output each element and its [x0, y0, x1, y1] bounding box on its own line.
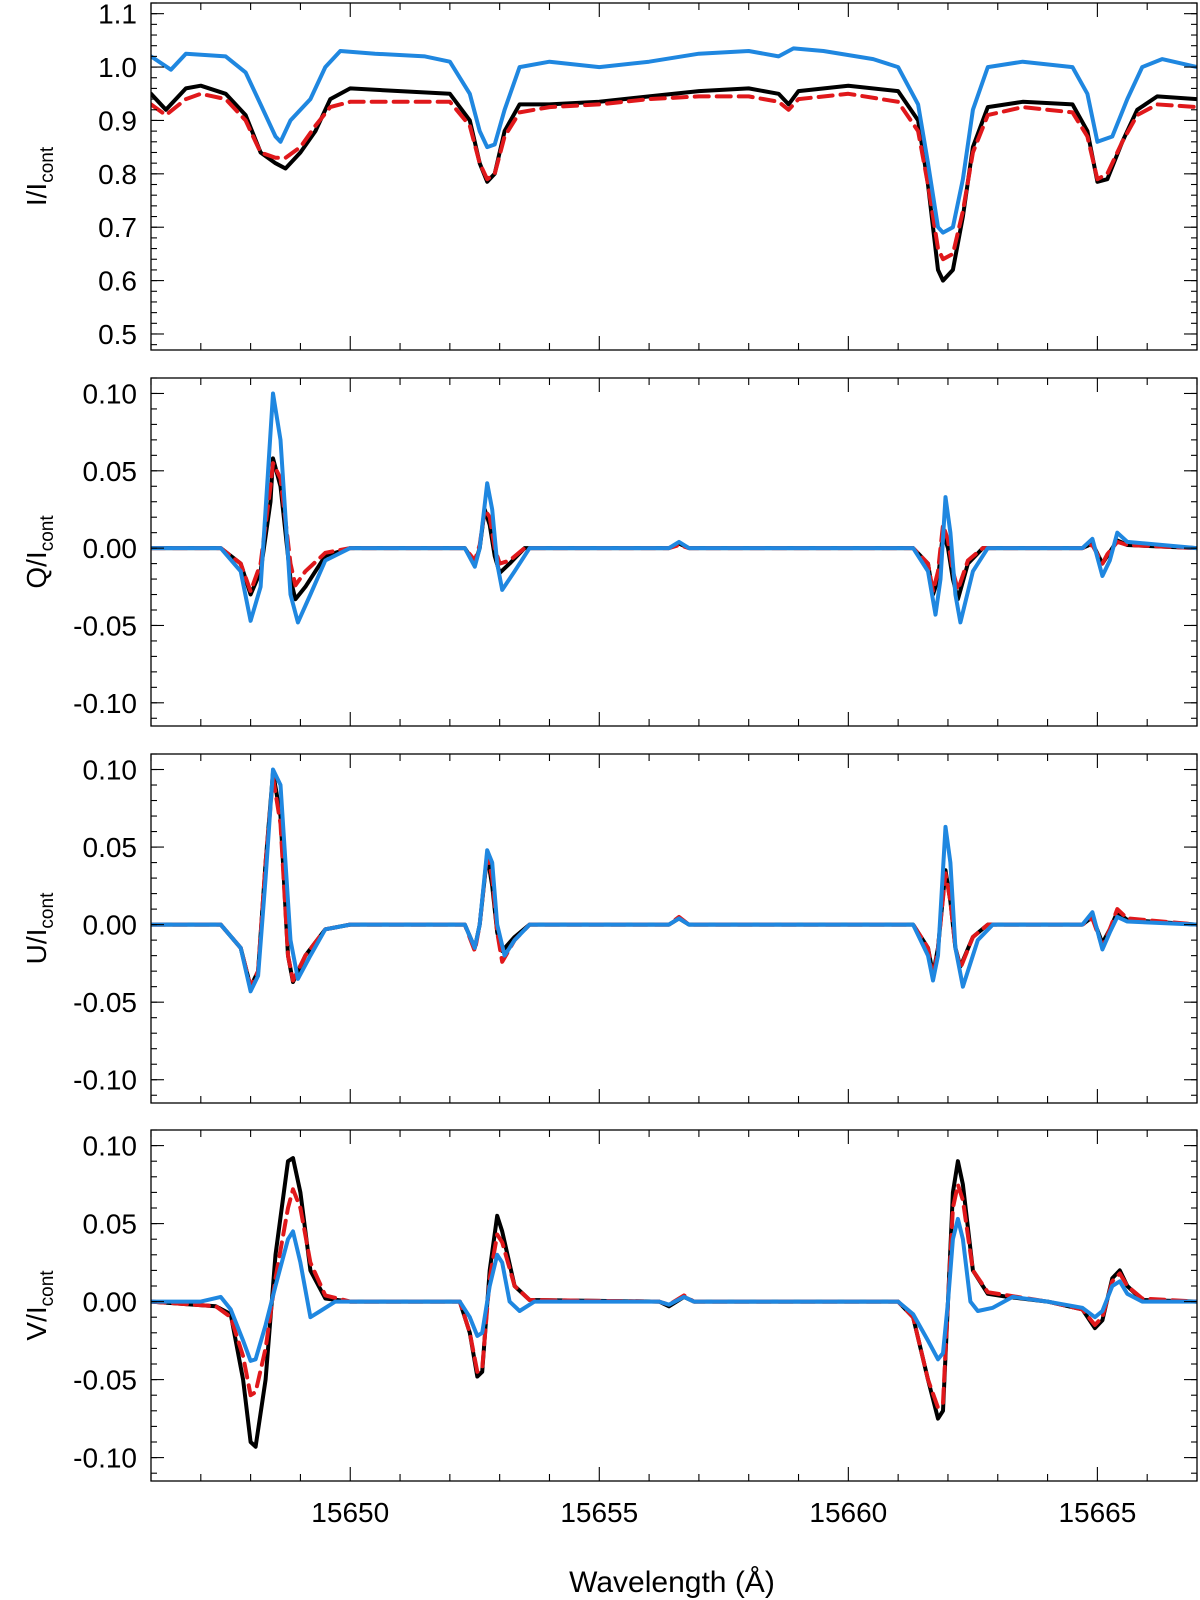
panel-3: -0.10 -0.05 0.00 0.05 0.10 U/Icont: [21, 753, 1198, 1104]
y-tick-label: -0.10: [73, 688, 137, 719]
panel-2: -0.10 -0.05 0.00 0.05 0.10 Q/Icont: [21, 377, 1198, 727]
y-tick-label: 0.00: [83, 1287, 138, 1318]
series-line-3: [151, 46, 1197, 235]
series-line-3: [151, 391, 1197, 625]
series-line-2: [151, 91, 1197, 262]
plot-frame: [150, 2, 1198, 351]
y-axis-title: Q/Icont: [21, 515, 58, 589]
x-tick-label: 15665: [1058, 1497, 1136, 1528]
y-tick-label: 0.10: [83, 755, 138, 786]
x-tick-label: 15650: [311, 1497, 389, 1528]
x-tick-label: 15660: [809, 1497, 887, 1528]
y-axis-title: I/Icont: [21, 146, 58, 206]
y-tick-label: 0.00: [83, 533, 138, 564]
series-line-1: [151, 456, 1197, 602]
y-tick-label: 0.00: [83, 910, 138, 941]
y-tick-label: 0.05: [83, 1209, 138, 1240]
y-tick-label: -0.05: [73, 610, 137, 641]
series-line-2: [151, 461, 1197, 594]
series-line-1: [151, 83, 1197, 283]
panel-4: -0.10 -0.05 0.00 0.05 0.10 V/Icont 15650 15655 1…: [21, 1129, 1198, 1528]
y-axis-title: V/Icont: [21, 1270, 58, 1341]
series-line-2: [151, 775, 1197, 989]
y-tick-label: 0.05: [83, 832, 138, 863]
y-tick-label: 0.8: [98, 159, 137, 190]
series-line-3: [151, 1216, 1197, 1363]
y-tick-label: 1.0: [98, 52, 137, 83]
y-tick-label: 1.1: [98, 0, 137, 30]
y-tick-label: 0.05: [83, 456, 138, 487]
y-tick-label: 0.6: [98, 266, 137, 297]
y-tick-label: -0.05: [73, 1365, 137, 1396]
y-tick-label: -0.10: [73, 1065, 137, 1096]
x-axis-title: Wavelength (Å): [569, 1566, 775, 1599]
plot-frame: [150, 753, 1198, 1104]
y-tick-label: 0.9: [98, 105, 137, 136]
y-tick-label: 0.7: [98, 212, 137, 243]
panel-1: 0.5 0.6 0.7 0.8 0.9 1.0 1.1 I/Icont: [21, 0, 1198, 351]
x-tick-label: 15655: [560, 1497, 638, 1528]
y-tick-label: 0.5: [98, 319, 137, 350]
y-tick-label: -0.05: [73, 987, 137, 1018]
y-tick-label: 0.10: [83, 1131, 138, 1162]
plot-frame: [150, 1129, 1198, 1482]
y-tick-label: -0.10: [73, 1443, 137, 1474]
y-tick-label: 0.10: [83, 378, 138, 409]
plot-frame: [150, 377, 1198, 727]
y-axis-title: U/Icont: [21, 892, 58, 964]
series-line-3: [151, 767, 1197, 994]
